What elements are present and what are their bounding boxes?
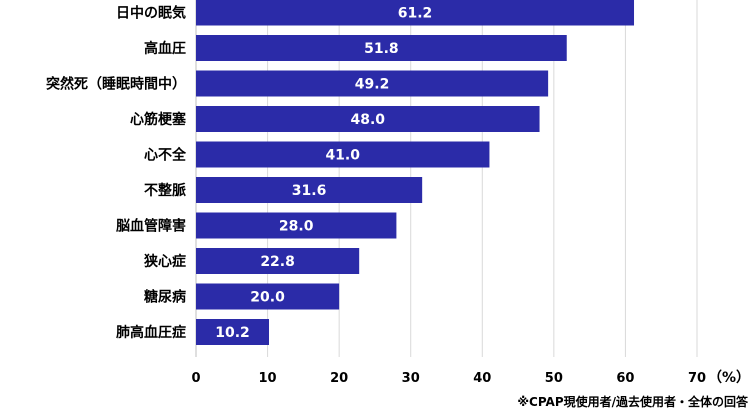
value-label: 22.8 — [260, 254, 295, 270]
category-label: 高血圧 — [144, 40, 186, 57]
bar — [196, 248, 360, 274]
bar — [196, 141, 490, 168]
bar — [196, 283, 340, 310]
category-label: 日中の眠気 — [116, 5, 186, 22]
x-tick-label: 10 — [259, 371, 277, 386]
x-tick-label: 60 — [616, 371, 634, 386]
chart-note: ※CPAP現使用者/過去使用者・全体の回答 — [517, 394, 749, 409]
x-axis-unit: （%） — [708, 370, 750, 386]
x-tick-label: 70 — [688, 371, 706, 386]
value-label: 61.2 — [398, 6, 433, 22]
value-label: 31.6 — [292, 183, 327, 199]
x-tick-label: 20 — [330, 371, 348, 386]
category-label: 心不全 — [144, 147, 187, 164]
bar — [196, 0, 635, 26]
category-label: 突然死（睡眠時間中） — [46, 76, 186, 93]
category-label: 糖尿病 — [144, 289, 186, 306]
bar — [196, 212, 397, 239]
x-tick-label: 0 — [191, 371, 200, 386]
x-tick-label: 40 — [473, 371, 491, 386]
value-label: 20.0 — [250, 290, 285, 306]
bar — [196, 35, 567, 61]
value-label: 28.0 — [279, 219, 314, 235]
category-label: 脳血管障害 — [116, 218, 186, 235]
category-label: 狭心症 — [143, 253, 186, 270]
bar — [196, 319, 270, 345]
bar — [196, 70, 549, 97]
bars — [196, 0, 635, 345]
value-label: 41.0 — [325, 148, 360, 164]
category-label: 不整脈 — [144, 182, 186, 199]
x-axis-ticks: 0 10 20 30 40 50 60 70 — [191, 371, 706, 386]
category-label: 心筋梗塞 — [130, 111, 187, 128]
value-labels: 61.2 51.8 49.2 48.0 41.0 31.6 28.0 22.8 20.0 10.2 — [215, 6, 432, 342]
category-label: 肺高血圧症 — [116, 324, 186, 341]
value-label: 49.2 — [355, 77, 390, 93]
value-label: 10.2 — [215, 325, 250, 341]
value-label: 48.0 — [350, 112, 385, 128]
x-tick-label: 30 — [402, 371, 420, 386]
bar — [196, 177, 423, 203]
bar — [196, 106, 540, 132]
value-label: 51.8 — [364, 41, 399, 57]
x-tick-label: 50 — [545, 371, 563, 386]
